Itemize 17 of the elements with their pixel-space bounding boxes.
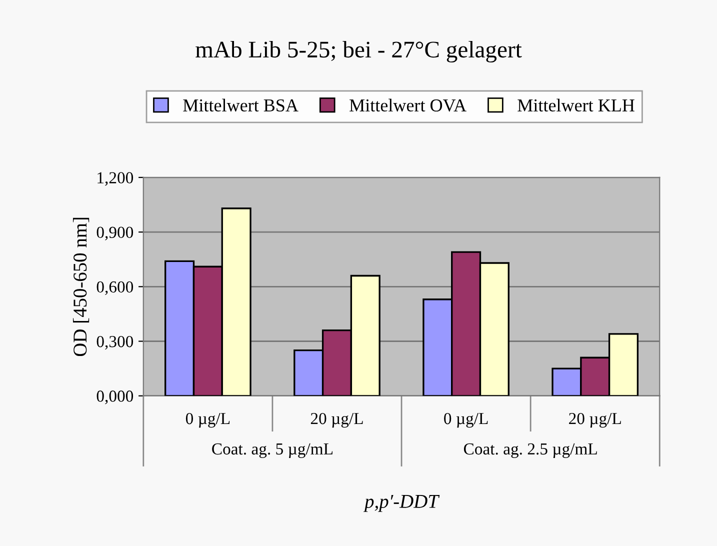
y-tick-label: 1,200 xyxy=(98,172,134,186)
text: Coat. ag. 2.5 µg/mL xyxy=(464,443,597,458)
legend-label: Mittelwert BSA xyxy=(183,98,298,112)
legend-label: Mittelwert KLH xyxy=(518,98,634,112)
x-tick-label: 0 µg/L xyxy=(444,412,488,428)
text: Coat. ag. 5 µg/mL xyxy=(212,443,332,458)
chart-title: mAb Lib 5-25; bei - 27°C gelagert xyxy=(196,40,522,62)
x-axis-title: p,p′-DDT xyxy=(363,495,440,512)
y-tick-label: 0,900 xyxy=(96,226,134,240)
y-tick-label: 0,000 xyxy=(96,390,134,404)
y-axis-title: OD [450-650 nm] xyxy=(72,218,90,356)
x-tick-label: 20 µg/L xyxy=(569,412,621,428)
x-tick-label: 0 µg/L xyxy=(186,412,230,428)
legend-label: Mittelwert OVA xyxy=(350,98,466,112)
y-tick-label: 0,600 xyxy=(96,281,134,295)
x-tick-label: 20 µg/L xyxy=(310,412,363,428)
y-tick-label: 0,300 xyxy=(96,336,134,350)
